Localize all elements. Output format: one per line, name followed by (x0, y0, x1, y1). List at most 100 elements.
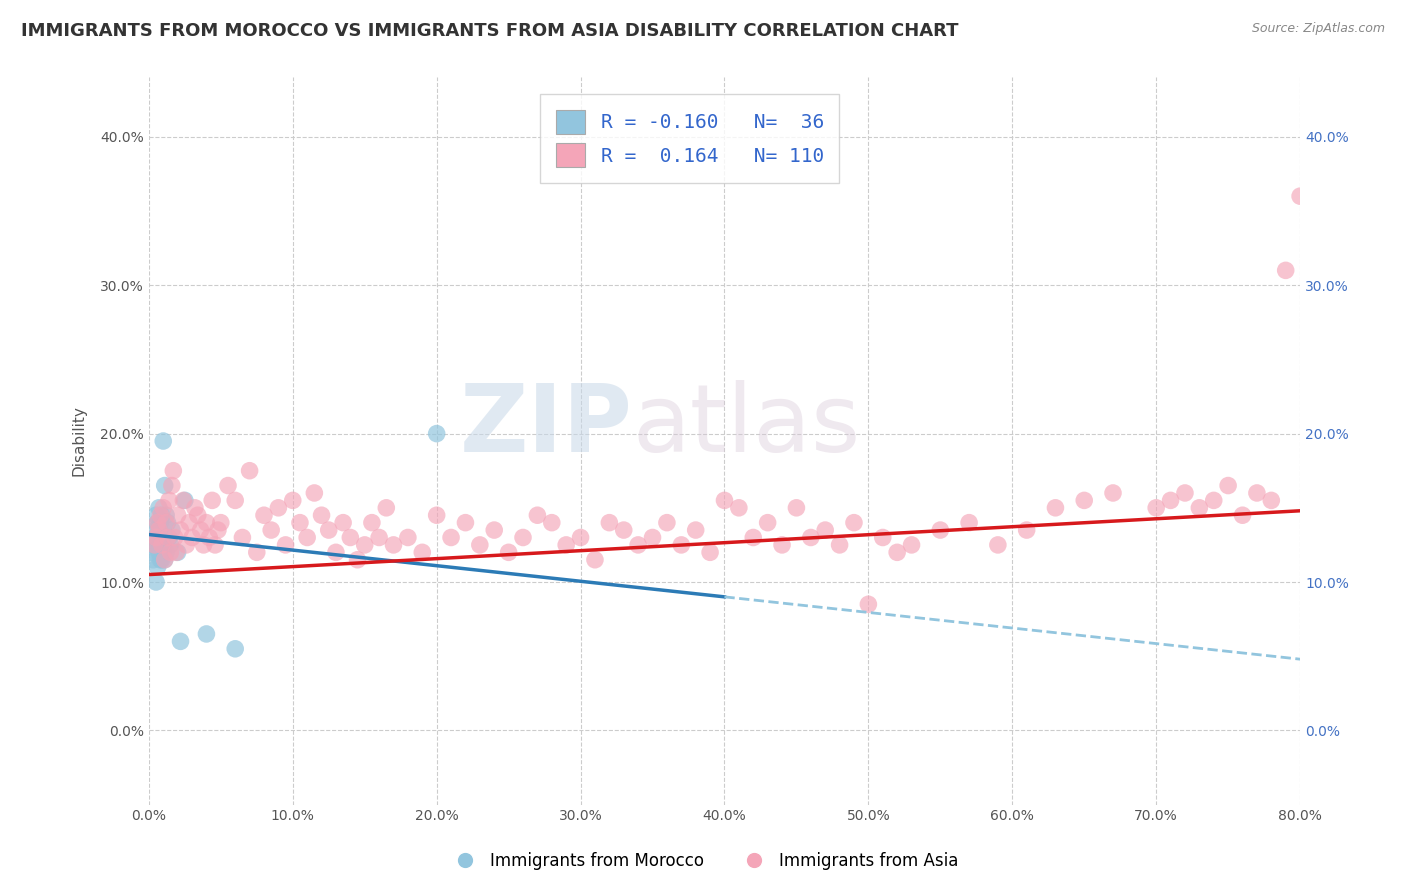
Point (411, 545, 433, 559)
Point (540, 516, 562, 530)
Point (353, 538, 375, 552)
Point (555, 538, 578, 552)
Point (193, 538, 215, 552)
Point (1246, 486, 1268, 500)
Point (987, 538, 1010, 552)
Text: atlas: atlas (633, 381, 860, 473)
Point (187, 508, 209, 523)
Point (440, 531, 463, 545)
Point (583, 553, 606, 567)
Point (153, 553, 176, 567)
Text: ZIP: ZIP (460, 381, 633, 473)
Point (224, 493, 246, 508)
Point (311, 508, 333, 523)
Point (454, 516, 477, 530)
Point (146, 516, 169, 530)
Point (641, 531, 664, 545)
Point (173, 493, 195, 508)
Point (260, 523, 283, 537)
Point (267, 500, 290, 515)
Point (174, 538, 197, 552)
Point (800, 531, 823, 545)
Point (166, 545, 188, 559)
Point (613, 523, 636, 537)
Point (1232, 508, 1254, 523)
Point (1260, 493, 1282, 508)
Point (155, 516, 177, 530)
Point (239, 464, 262, 478)
Point (198, 531, 221, 545)
Point (569, 531, 592, 545)
Point (153, 553, 176, 567)
Point (231, 531, 253, 545)
Point (828, 538, 851, 552)
Point (148, 523, 170, 537)
Point (150, 531, 173, 545)
Point (332, 516, 354, 530)
Point (146, 560, 169, 574)
Point (929, 523, 952, 537)
Point (770, 538, 793, 552)
Point (152, 500, 174, 515)
Point (143, 523, 166, 537)
Point (190, 523, 212, 537)
Point (655, 516, 678, 530)
Point (143, 538, 166, 552)
Point (426, 508, 449, 523)
Y-axis label: Disability: Disability (72, 406, 86, 476)
Point (152, 538, 174, 552)
Point (224, 641, 246, 656)
Point (671, 538, 693, 552)
Point (253, 508, 276, 523)
Point (142, 553, 165, 567)
Point (346, 553, 368, 567)
Point (900, 538, 922, 552)
Point (195, 516, 218, 530)
Point (957, 516, 980, 530)
Point (339, 531, 361, 545)
Point (148, 545, 170, 559)
Point (204, 538, 226, 552)
Point (274, 538, 297, 552)
Point (146, 516, 169, 530)
Point (498, 545, 520, 559)
Point (858, 597, 880, 611)
Point (146, 538, 169, 552)
Point (814, 523, 837, 537)
Point (150, 508, 173, 523)
Point (169, 523, 191, 537)
Point (512, 531, 534, 545)
Point (165, 545, 187, 559)
Point (872, 531, 894, 545)
Point (1289, 189, 1312, 203)
Point (148, 500, 170, 515)
Point (304, 486, 326, 500)
Point (318, 523, 340, 537)
Point (184, 500, 207, 515)
Point (526, 508, 548, 523)
Point (169, 634, 191, 648)
Point (150, 553, 173, 567)
Point (1045, 500, 1067, 515)
Point (179, 516, 201, 530)
Point (468, 538, 491, 552)
Point (484, 523, 506, 537)
Point (172, 493, 194, 508)
Point (148, 523, 170, 537)
Point (156, 516, 179, 530)
Point (207, 523, 229, 537)
Point (756, 516, 779, 530)
Point (145, 531, 167, 545)
Point (181, 531, 204, 545)
Point (149, 516, 172, 530)
Point (160, 478, 183, 492)
Point (627, 538, 650, 552)
Point (361, 516, 384, 530)
Point (1174, 486, 1197, 500)
Point (149, 508, 172, 523)
Point (160, 523, 183, 537)
Point (217, 478, 239, 492)
Point (685, 523, 707, 537)
Point (886, 545, 908, 559)
Point (426, 426, 449, 441)
